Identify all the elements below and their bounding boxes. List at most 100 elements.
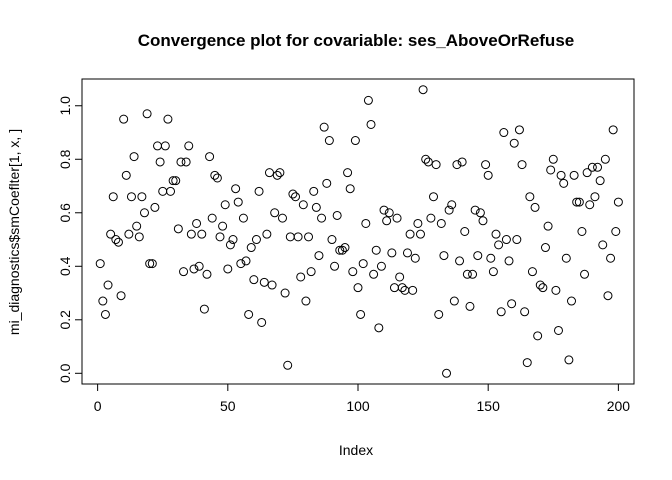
data-point [241,256,251,266]
data-point [556,170,566,180]
data-point [137,192,147,202]
y-axis: 0.0 0.2 0.4 0.6 0.8 1.0 [57,96,83,383]
data-point [205,152,215,162]
data-point [494,240,504,250]
data-point [129,152,139,162]
data-point [259,277,269,287]
data-point [121,170,131,180]
x-tick-label: 0 [94,398,102,414]
data-point [225,240,235,250]
data-point [166,186,176,196]
data-point [311,202,321,212]
data-point [405,229,415,239]
x-axis: 0 50 100 150 200 [94,383,631,414]
data-point [402,248,412,258]
data-point [522,358,532,368]
data-point [202,269,212,279]
plot-frame [81,78,635,385]
data-point [194,261,204,271]
data-point [223,264,233,274]
data-point [277,213,287,223]
data-point [184,141,194,151]
data-point [275,168,285,178]
data-point [353,283,363,293]
data-point [369,269,379,279]
data-point [340,243,350,253]
data-point [134,232,144,242]
data-point [473,251,483,261]
data-point [254,186,264,196]
data-point [540,243,550,253]
data-point [126,192,136,202]
data-point [585,200,595,210]
data-point [481,160,491,170]
data-point [212,173,222,183]
data-point [150,202,160,212]
data-point [551,285,561,295]
data-point [580,269,590,279]
data-point [168,176,178,186]
data-point [418,85,428,95]
data-point [324,136,334,146]
data-point [478,216,488,226]
data-point [507,299,517,309]
data-point [483,170,493,180]
data-point [116,291,126,301]
data-point [179,267,189,277]
data-point [291,192,301,202]
data-point [298,200,308,210]
data-point [408,285,418,295]
data-point [176,157,186,167]
data-point [486,253,496,263]
data-point [457,157,467,167]
data-point [561,253,571,263]
data-point [525,192,535,202]
data-point [447,200,457,210]
data-point [264,168,274,178]
data-point [236,259,246,269]
data-point [314,251,324,261]
data-point [449,296,459,306]
data-point [520,307,530,317]
data-point [163,114,173,124]
x-tick-label: 50 [220,398,236,414]
data-point [132,221,142,231]
data-point [389,283,399,293]
data-point [376,261,386,271]
data-point [142,109,152,119]
data-point [382,216,392,226]
data-point [158,186,168,196]
data-points [95,85,623,378]
data-point [439,251,449,261]
data-point [514,125,524,135]
x-tick-label: 200 [607,398,631,414]
data-point [309,186,319,196]
data-point [238,213,248,223]
y-tick-label: 0.0 [57,363,73,383]
data-point [421,154,431,164]
data-point [257,317,267,327]
data-point [465,301,475,311]
data-point [410,253,420,263]
data-point [574,197,584,207]
data-point [543,221,553,231]
data-point [553,325,563,335]
data-point [444,205,454,215]
data-point [475,208,485,218]
data-point [139,208,149,218]
data-point [272,170,282,180]
data-point [147,259,157,269]
data-point [455,256,465,266]
data-point [608,125,618,135]
data-point [527,267,537,277]
y-axis-label: mi_diagnostics$smCoeflter[1, x, ] [6,129,22,335]
data-point [387,248,397,258]
data-point [397,283,407,293]
y-tick-label: 1.0 [57,96,73,116]
data-point [160,141,170,151]
data-point [436,218,446,228]
data-point [426,213,436,223]
data-point [535,280,545,290]
data-point [530,202,540,212]
